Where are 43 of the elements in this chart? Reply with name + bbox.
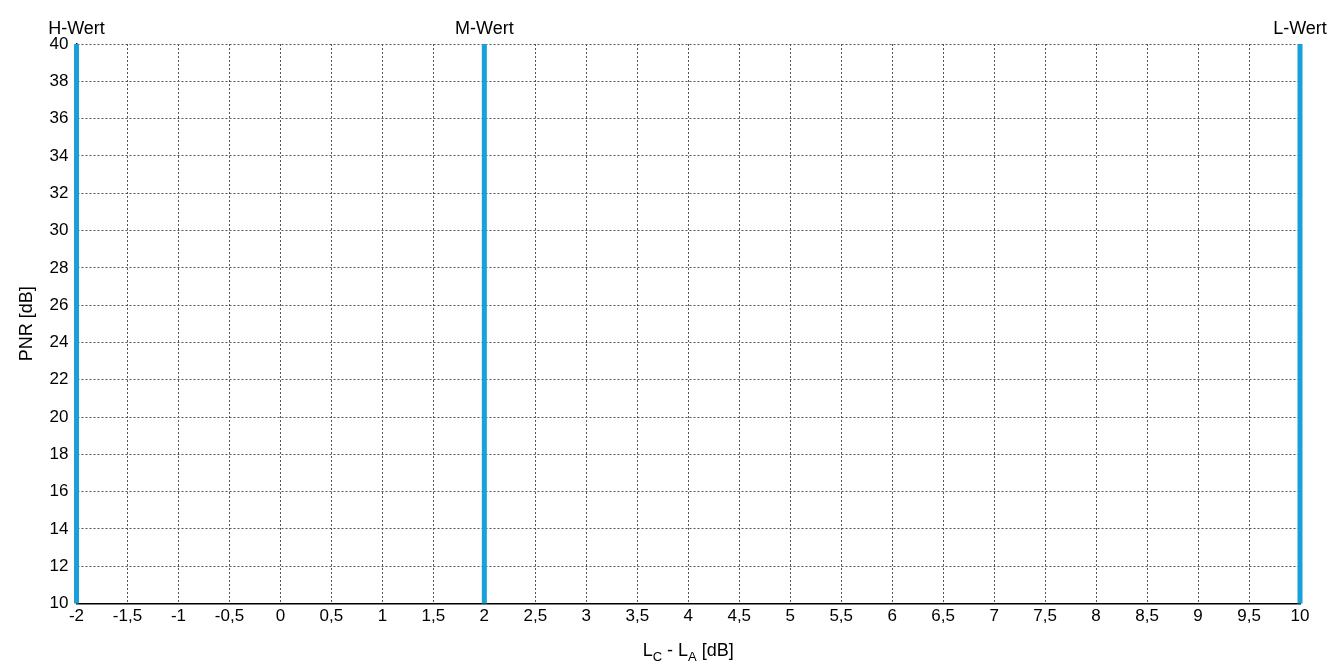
x-tick-label: 8 <box>1091 606 1101 626</box>
y-tick-label: 16 <box>49 481 69 501</box>
y-tick-label: 30 <box>49 220 69 240</box>
x-tick-label: 5,5 <box>829 606 854 626</box>
y-tick-label: 32 <box>49 182 69 202</box>
y-tick-label: 34 <box>49 145 69 165</box>
x-tick-label: 0 <box>275 606 286 626</box>
x-tick-label: 7,5 <box>1033 606 1057 626</box>
ref-line-label: M-Wert <box>455 17 514 38</box>
x-tick-label: 6 <box>887 606 897 626</box>
y-tick-label: 18 <box>49 444 69 464</box>
x-tick-label: 3,5 <box>625 606 650 626</box>
x-tick-label: -1,5 <box>112 606 143 626</box>
x-tick-label: 9,5 <box>1237 606 1261 626</box>
ref-line-label: L-Wert <box>1273 17 1327 38</box>
x-tick-label: 5 <box>785 606 795 626</box>
x-tick-label: 8,5 <box>1135 606 1159 626</box>
y-tick-label: 22 <box>49 369 69 389</box>
x-tick-label: 4,5 <box>727 606 752 626</box>
x-tick-label: 4 <box>683 606 693 626</box>
y-tick-label: 38 <box>49 70 69 90</box>
x-tick-label: 7 <box>989 606 999 626</box>
x-tick-label: 2 <box>479 606 490 626</box>
x-tick-label: 1,5 <box>421 606 446 626</box>
y-tick-label: 12 <box>49 555 69 575</box>
x-tick-label: 10 <box>1290 606 1310 626</box>
y-tick-label: 10 <box>49 593 69 613</box>
x-tick-label: 1 <box>377 606 388 626</box>
y-tick-label: 24 <box>49 332 69 352</box>
y-tick-label: 36 <box>49 108 69 128</box>
y-tick-label: 14 <box>49 518 69 538</box>
x-tick-label: 2,5 <box>523 606 548 626</box>
x-tick-label: 0,5 <box>319 606 344 626</box>
x-tick-label: 3 <box>581 606 592 626</box>
x-tick-label: 9 <box>1193 606 1203 626</box>
y-tick-label: 26 <box>49 294 69 314</box>
y-tick-label: 28 <box>49 257 69 277</box>
y-tick-label: 20 <box>49 406 69 426</box>
x-tick-label: -1 <box>170 606 187 626</box>
x-tick-label: -2 <box>68 606 85 626</box>
y-axis-title: PNR [dB] <box>15 286 36 362</box>
x-tick-label: -0,5 <box>214 606 245 626</box>
x-tick-label: 6,5 <box>931 606 955 626</box>
